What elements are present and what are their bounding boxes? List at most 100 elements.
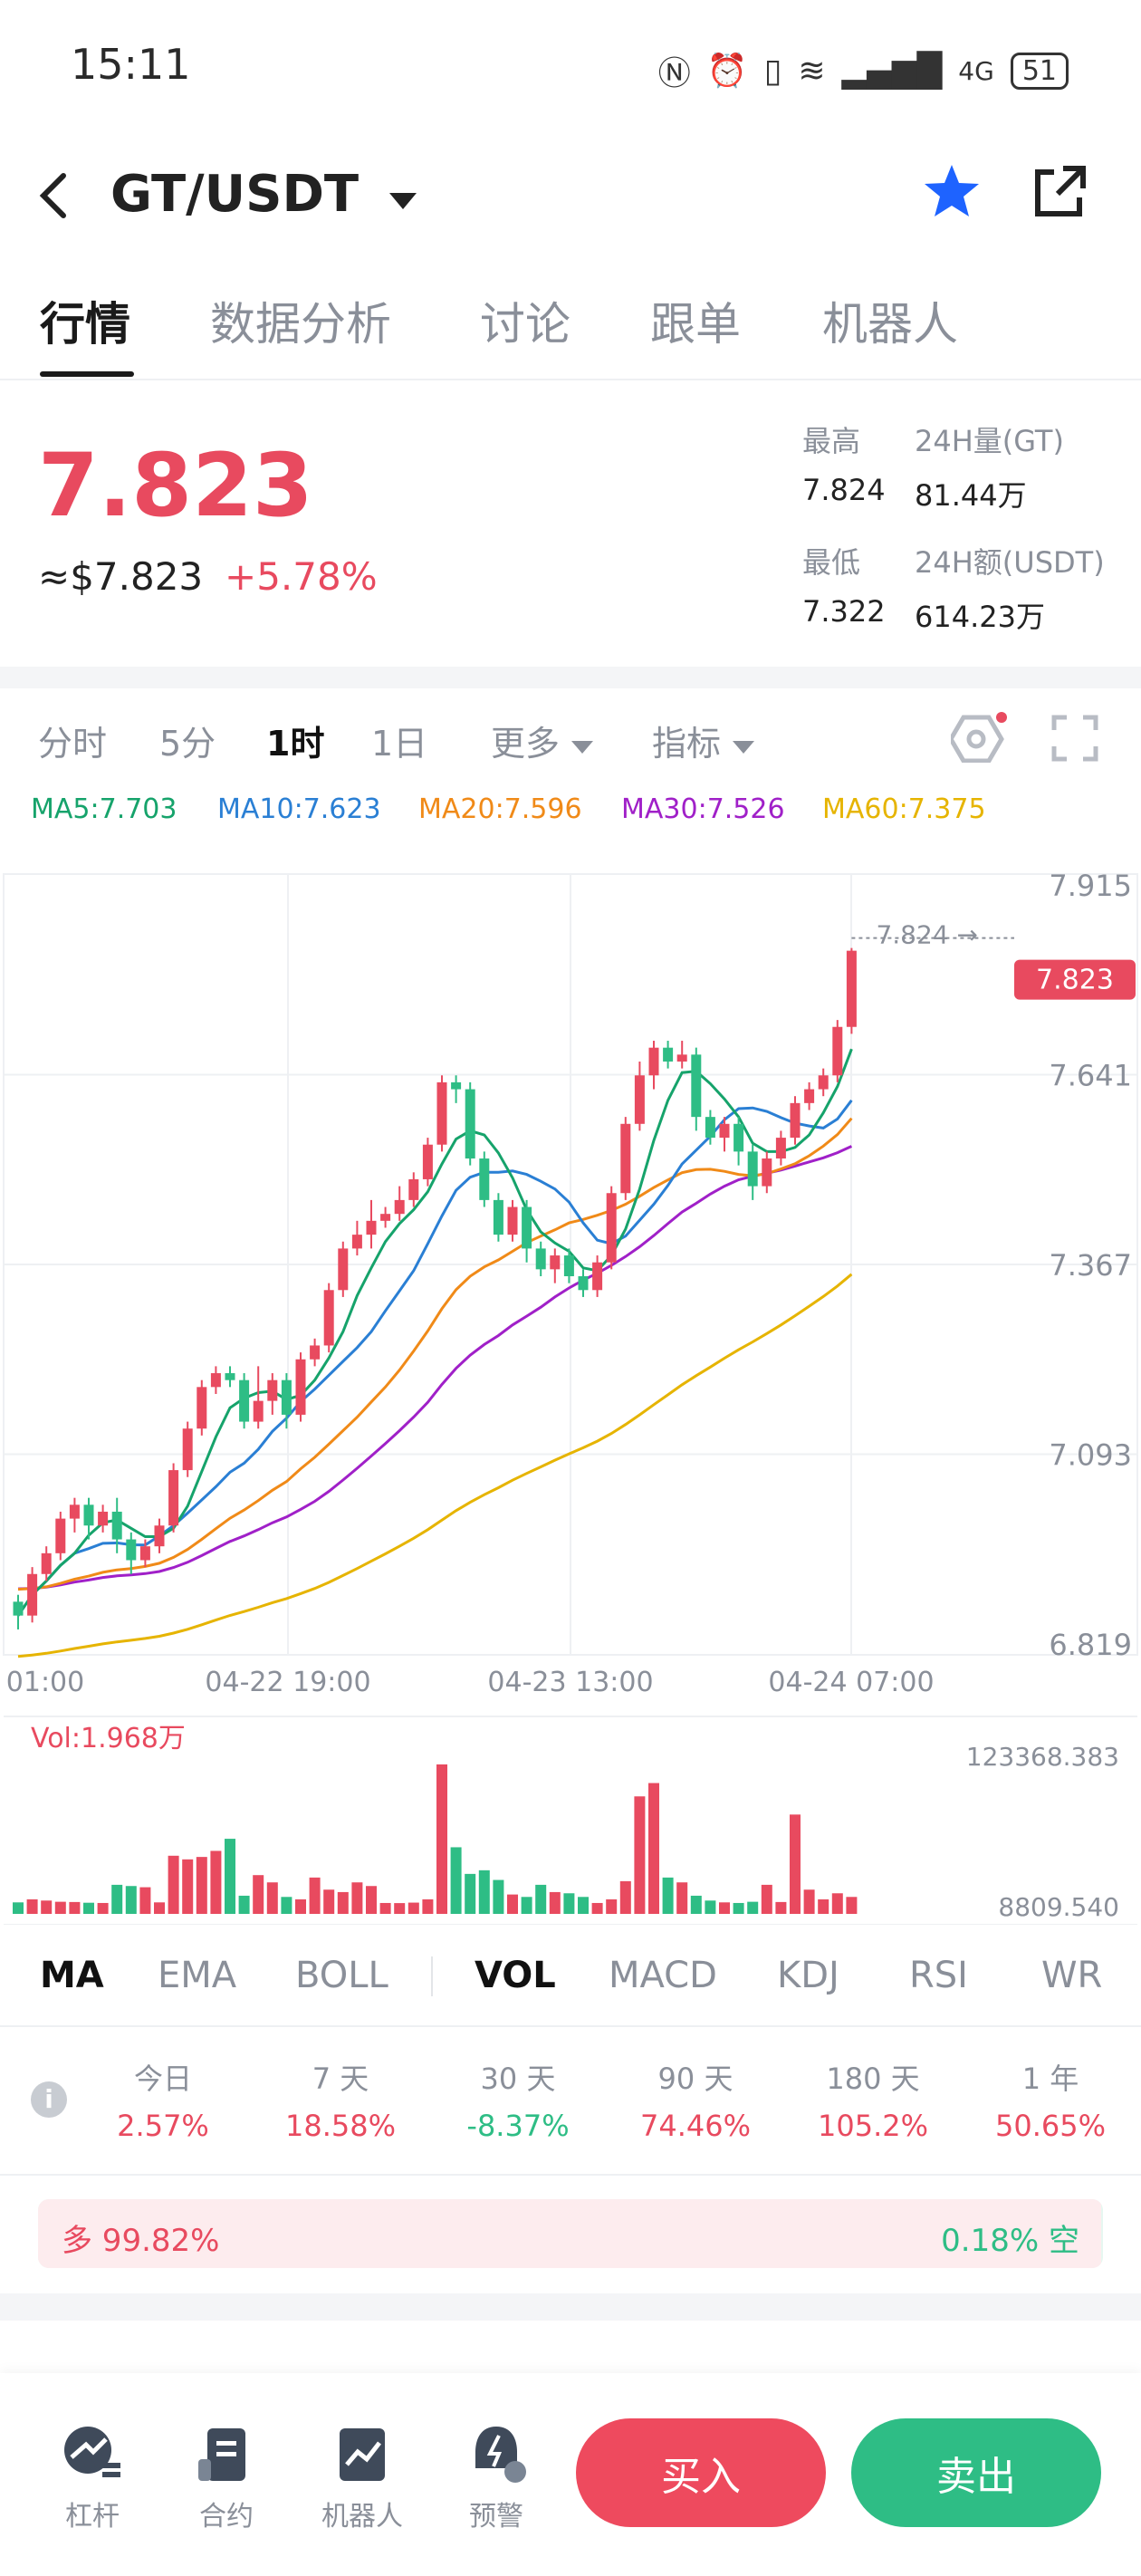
candle-body: [366, 1220, 377, 1235]
nfc-icon: Ⓝ: [657, 55, 691, 92]
candle-body: [126, 1539, 137, 1561]
tab-bot[interactable]: 机器人: [822, 298, 958, 351]
back-button[interactable]: [36, 168, 72, 223]
tab-data-analysis[interactable]: 数据分析: [210, 298, 391, 351]
divider: [0, 2025, 1141, 2027]
pair-title[interactable]: GT/USDT: [110, 165, 418, 224]
fullscreen-button[interactable]: [1050, 714, 1099, 766]
volume-bar: [379, 1902, 391, 1914]
ma60-line: [17, 1273, 853, 1658]
tab-market[interactable]: 行情: [40, 298, 130, 351]
share-button[interactable]: [1031, 163, 1088, 225]
ma20-line: [17, 1117, 853, 1591]
indicator-dropdown[interactable]: 指标: [652, 716, 755, 765]
interval-1d[interactable]: 1日: [371, 724, 428, 764]
volume-bar: [690, 1895, 702, 1914]
info-icon[interactable]: i: [31, 2081, 67, 2118]
low-value: 7.322: [802, 594, 886, 629]
candle-body: [648, 1047, 659, 1076]
candle-body: [691, 1054, 702, 1118]
volume-bar: [761, 1884, 772, 1914]
perf-value-today: 2.57%: [117, 2109, 209, 2143]
tab-copy-trade[interactable]: 跟单: [650, 298, 741, 351]
nav-futures[interactable]: 合约: [172, 2423, 281, 2533]
candle-body: [139, 1546, 150, 1561]
perf-label-1y: 1 年: [1021, 2062, 1079, 2096]
volume-bar: [394, 1903, 406, 1914]
star-icon: [925, 165, 979, 216]
indicator-tab-boll[interactable]: BOLL: [295, 1955, 388, 1996]
interval-more[interactable]: 更多: [491, 716, 594, 765]
volume-bar: [408, 1902, 419, 1914]
indicator-tab-ma[interactable]: MA: [40, 1955, 104, 1996]
perf-value-1y: 50.65%: [994, 2109, 1106, 2143]
nav-alert[interactable]: 预警: [442, 2423, 551, 2533]
volume-bar: [253, 1875, 264, 1914]
volume-bar: [535, 1884, 547, 1914]
divider: [0, 2174, 1141, 2176]
candle-body: [818, 1075, 829, 1090]
y-tick-label: 7.367: [1049, 1248, 1132, 1283]
nav-bot-label: 机器人: [321, 2501, 403, 2533]
candle-body: [663, 1047, 674, 1062]
bot-icon: [340, 2428, 385, 2481]
volume-bar: [69, 1901, 81, 1914]
ma20-legend: MA20:7.596: [418, 793, 582, 825]
ma60-legend: MA60:7.375: [822, 793, 986, 825]
perf-value-90d: 74.46%: [639, 2109, 751, 2143]
last-price-tag-label: 7.823: [1036, 965, 1114, 996]
indicator-tab-wr[interactable]: WR: [1041, 1955, 1103, 1996]
interval-timeline[interactable]: 分时: [38, 724, 108, 764]
candle-body: [267, 1379, 278, 1401]
candle-body: [380, 1214, 391, 1221]
nav-margin[interactable]: 杠杆: [38, 2423, 147, 2533]
volume-bar: [366, 1886, 377, 1914]
candle-body: [83, 1504, 94, 1526]
section-separator: [0, 2293, 1141, 2321]
ma10-legend: MA10:7.623: [217, 793, 381, 825]
interval-1h[interactable]: 1时: [266, 724, 325, 764]
candle-body: [846, 950, 857, 1027]
settings-button[interactable]: [948, 712, 1007, 766]
caret-down-icon: [571, 741, 594, 754]
perf-value-180d: 105.2%: [817, 2109, 928, 2143]
candle-body: [676, 1054, 687, 1062]
long-ratio-label: 多 99.82%: [62, 2223, 220, 2259]
volume-bar: [139, 1887, 151, 1914]
indicator-tab-kdj[interactable]: KDJ: [777, 1955, 839, 1996]
indicator-tab-macd[interactable]: MACD: [609, 1955, 717, 1996]
buy-button[interactable]: 买入: [576, 2418, 826, 2527]
long-short-ratio-bar: 多 99.82% 0.18% 空: [38, 2199, 1103, 2268]
ma30-legend: MA30:7.526: [621, 793, 785, 825]
favorite-button[interactable]: [922, 161, 982, 225]
interval-5m[interactable]: 5分: [159, 724, 216, 764]
short-ratio-label: 0.18% 空: [941, 2223, 1079, 2259]
candlestick-chart[interactable]: 7.915 7.641 7.367 7.093 6.819 01:00 04-22 19:0…: [0, 856, 1141, 1925]
volume-bar: [591, 1902, 603, 1914]
futures-icon: [198, 2428, 245, 2481]
indicator-tab-ema[interactable]: EMA: [158, 1955, 237, 1996]
volume-bar: [507, 1894, 518, 1914]
amount-value: 614.23万: [915, 600, 1045, 634]
perf-label-7d: 7 天: [312, 2062, 369, 2096]
candle-body: [27, 1573, 38, 1616]
candle-body: [13, 1601, 24, 1616]
caret-down-icon: [388, 193, 417, 209]
candle-body: [535, 1248, 546, 1270]
indicator-tab-rsi[interactable]: RSI: [909, 1955, 968, 1996]
candle-body: [323, 1290, 334, 1346]
candle-body: [253, 1400, 264, 1422]
indicator-tab-vol[interactable]: VOL: [475, 1955, 556, 1996]
volume-bar: [323, 1889, 335, 1914]
volume-bar: [634, 1796, 646, 1914]
nav-bot[interactable]: 机器人: [308, 2423, 417, 2533]
volume-bar: [803, 1889, 815, 1914]
candle-body: [734, 1123, 744, 1152]
approx-usd: ≈$7.823: [38, 554, 204, 599]
volume-bar: [831, 1893, 843, 1914]
volume-bar: [182, 1859, 194, 1914]
volume-bar: [238, 1895, 250, 1914]
sell-button[interactable]: 卖出: [851, 2418, 1101, 2527]
tab-discussion[interactable]: 讨论: [480, 298, 570, 351]
candle-body: [606, 1193, 617, 1263]
